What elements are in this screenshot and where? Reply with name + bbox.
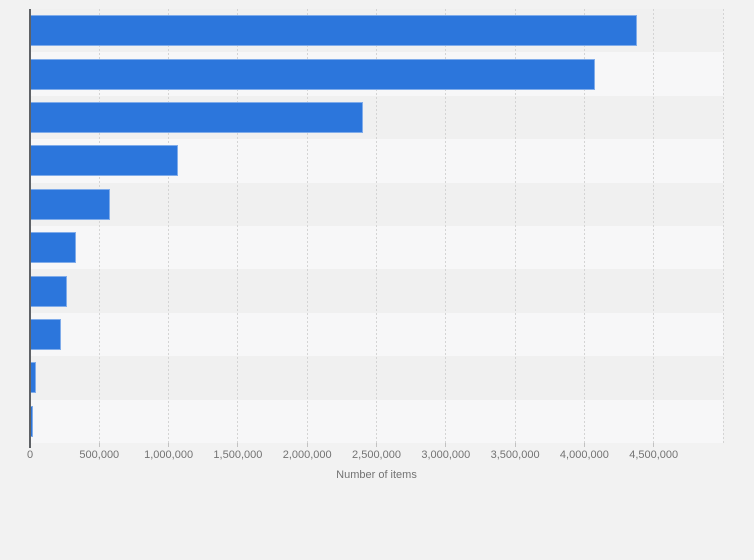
- x-axis-title: Number of items: [336, 469, 417, 481]
- bar: [30, 145, 179, 177]
- x-tick-label: 500,000: [79, 449, 120, 461]
- bar: [30, 362, 36, 394]
- gridline: [376, 9, 377, 443]
- x-tick-mark: [445, 443, 447, 447]
- x-tick-mark: [653, 443, 655, 447]
- x-tick-label: 2,500,000: [352, 449, 401, 461]
- plot-area: [30, 9, 724, 443]
- bar: [30, 405, 33, 437]
- x-tick-mark: [583, 443, 585, 447]
- gridline: [98, 9, 100, 443]
- gridline: [168, 9, 170, 443]
- gridline: [722, 9, 724, 443]
- x-tick-label: 0: [26, 449, 34, 461]
- x-tick-label: 4,500,000: [629, 449, 679, 461]
- x-tick-mark: [98, 443, 100, 447]
- gridline: [583, 9, 585, 443]
- x-tick-mark: [376, 443, 377, 447]
- gridline: [306, 9, 308, 443]
- bar: [30, 232, 77, 264]
- bar: [30, 58, 596, 90]
- x-tick-label: 2,000,000: [282, 449, 332, 461]
- x-tick-label: 1,500,000: [213, 449, 263, 461]
- bar: [30, 319, 62, 350]
- gridline: [445, 9, 447, 443]
- bar: [30, 102, 363, 133]
- x-tick-label: 1,000,000: [144, 449, 194, 461]
- y-axis-line: [29, 9, 31, 448]
- x-tick-mark: [306, 443, 308, 447]
- x-tick-mark: [237, 443, 239, 447]
- x-tick-label: 3,500,000: [490, 449, 540, 461]
- gridline: [514, 9, 516, 443]
- x-tick-mark: [514, 443, 516, 447]
- x-tick-label: 3,000,000: [421, 449, 471, 461]
- bar: [30, 15, 638, 47]
- bar: [30, 275, 67, 307]
- gridline: [653, 9, 655, 443]
- bar: [30, 188, 111, 220]
- x-tick-label: 4,000,000: [559, 449, 609, 461]
- x-tick-mark: [168, 443, 170, 447]
- gridline: [237, 9, 239, 443]
